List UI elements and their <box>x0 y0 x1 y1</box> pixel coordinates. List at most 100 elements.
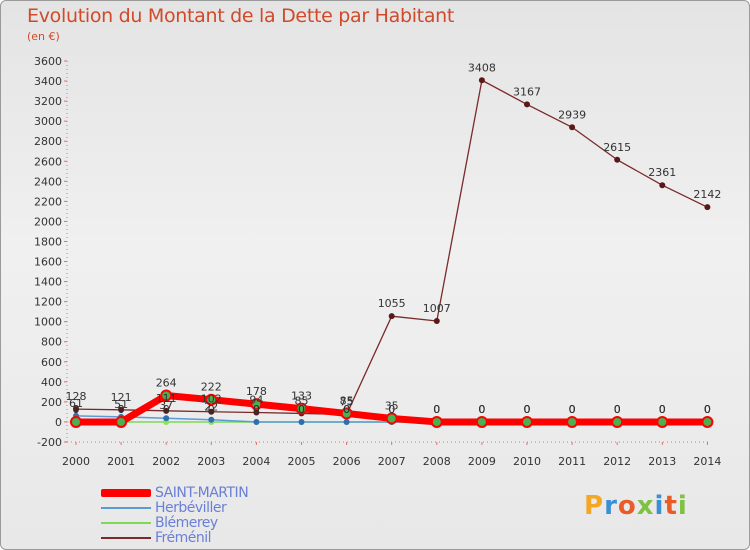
data-point <box>208 408 215 415</box>
data-label: 0 <box>659 403 666 416</box>
data-label: 0 <box>478 403 485 416</box>
y-tick-label: 200 <box>41 396 62 409</box>
y-tick-label: 1000 <box>34 316 62 329</box>
series-layer <box>70 77 714 428</box>
data-point <box>250 398 263 411</box>
y-tick-label: 2800 <box>34 135 62 148</box>
chart-title: Evolution du Montant de la Dette par Hab… <box>27 5 455 27</box>
y-tick-label: 3600 <box>34 55 62 68</box>
legend-swatch <box>101 489 151 497</box>
data-label: 1007 <box>423 302 451 315</box>
y-tick-label: 2000 <box>34 215 62 228</box>
data-point <box>614 156 621 163</box>
data-label: 0 <box>118 403 125 416</box>
data-label: 0 <box>208 403 215 416</box>
y-tick-label: 400 <box>41 376 62 389</box>
data-point <box>343 418 350 425</box>
proxiti-logo: Proxiti <box>584 491 688 521</box>
data-point <box>205 393 218 406</box>
data-label: 0 <box>253 403 260 416</box>
logo-letter: t <box>664 491 678 521</box>
logo-letter: i <box>654 491 665 521</box>
data-point <box>475 415 488 428</box>
x-tick-label: 2002 <box>152 455 180 468</box>
y-tick-label: 2400 <box>34 175 62 188</box>
data-point <box>115 415 128 428</box>
data-point <box>430 415 443 428</box>
data-label: 2939 <box>558 108 586 121</box>
data-point <box>388 313 395 320</box>
legend-label: SAINT-MARTIN <box>155 485 249 501</box>
data-label: 37 <box>159 399 173 412</box>
logo-letter: P <box>584 491 605 521</box>
unit-label: (en €) <box>27 30 60 43</box>
data-label: 2142 <box>693 188 721 201</box>
data-point <box>569 124 576 131</box>
data-label: 0 <box>163 403 170 416</box>
data-point <box>524 101 530 108</box>
data-point <box>656 415 669 428</box>
data-point <box>340 407 353 420</box>
x-tick-label: 2001 <box>107 455 135 468</box>
data-label: 0 <box>659 403 666 416</box>
series-fremenil <box>73 77 711 418</box>
data-label: 222 <box>201 381 222 394</box>
data-label: 0 <box>524 403 531 416</box>
data-label: 75 <box>340 395 354 408</box>
x-tick-label: 2011 <box>558 455 586 468</box>
data-point <box>253 409 260 416</box>
x-tick-label: 2009 <box>468 455 496 468</box>
legend-swatch <box>101 507 151 509</box>
data-label: 0 <box>614 403 621 416</box>
data-label: 94 <box>249 394 263 407</box>
data-label: 0 <box>298 403 305 416</box>
data-point <box>298 418 305 425</box>
data-label: 0 <box>704 403 711 416</box>
data-label: 85 <box>340 394 354 407</box>
data-label: 61 <box>69 397 83 410</box>
data-label: 0 <box>118 403 125 416</box>
y-tick-label: 1200 <box>34 296 62 309</box>
legend-label: Herbéviller <box>155 500 227 516</box>
data-label: 0 <box>659 403 666 416</box>
legend-swatch <box>101 522 151 524</box>
x-tick-label: 2000 <box>62 455 90 468</box>
data-label: 178 <box>246 385 267 398</box>
data-label: 51 <box>114 398 128 411</box>
legend-label: Fréménil <box>155 530 212 546</box>
legend-swatch <box>101 537 151 539</box>
data-label: 0 <box>343 403 350 416</box>
data-label: 1055 <box>378 297 406 310</box>
y-tick-label: 2600 <box>34 155 62 168</box>
x-tick-label: 2008 <box>423 455 451 468</box>
data-point <box>208 416 215 423</box>
y-tick-label: 3400 <box>34 75 62 88</box>
x-tick-label: 2006 <box>333 455 361 468</box>
data-label: 3408 <box>468 61 496 74</box>
data-point <box>701 415 714 428</box>
data-label: 0 <box>73 403 80 416</box>
y-tick-label: 600 <box>41 356 62 369</box>
data-label: 85 <box>295 394 309 407</box>
y-tick-label: 1600 <box>34 256 62 269</box>
data-point <box>73 406 79 413</box>
data-label: 0 <box>433 403 440 416</box>
data-label: 0 <box>614 403 621 416</box>
x-tick-label: 2005 <box>288 455 316 468</box>
data-label: 0 <box>569 403 576 416</box>
data-point <box>70 415 82 428</box>
data-label: 0 <box>388 403 395 416</box>
x-tick-label: 2014 <box>693 455 721 468</box>
data-point <box>163 415 170 422</box>
data-label: 0 <box>388 403 395 416</box>
x-tick-label: 2007 <box>378 455 406 468</box>
data-label: 0 <box>704 403 711 416</box>
y-tick-label: 1400 <box>34 276 62 289</box>
data-label: 0 <box>433 403 440 416</box>
logo-letter: o <box>617 491 637 521</box>
y-tick-label: 0 <box>55 416 62 429</box>
data-label: 121 <box>111 391 132 404</box>
series-line <box>75 79 709 416</box>
